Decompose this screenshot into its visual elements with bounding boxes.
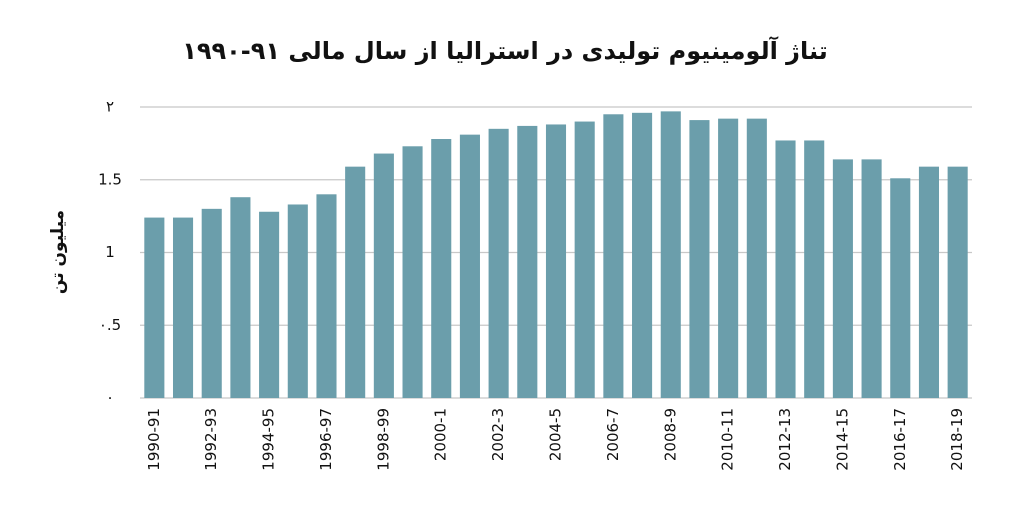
x-tick-label: 2000-1 [432,408,450,461]
x-tick-label: 2004-5 [547,408,565,461]
bar [832,159,853,398]
bar [316,194,337,398]
y-tick-label: 1.5 [98,170,122,188]
x-tick-label: 2008-9 [661,408,679,461]
x-tick-label: 2016-17 [891,408,909,471]
bar [890,178,911,398]
bar [718,118,739,398]
bar [431,139,452,398]
bar [172,217,194,398]
chart-title: تناژ آلومینیوم تولیدی در استرالیا از سال… [182,36,828,65]
x-tick-label: 2006-7 [604,408,622,461]
bar [689,120,710,398]
bar [947,166,968,398]
bar [259,211,280,398]
x-tick-label: 2018-19 [948,408,966,471]
bar [918,166,940,398]
x-tick-label: 2010-11 [719,408,737,471]
x-tick-label: 1998-99 [374,408,392,471]
y-tick-label: ۰ [106,389,114,407]
bar [804,140,825,398]
bar [373,153,394,398]
bar [574,121,595,399]
bar [345,166,366,398]
x-tick-label: 2014-15 [833,408,851,471]
x-tick-label: 1992-93 [202,408,220,471]
bar [144,217,165,398]
x-tick-label: 1994-95 [260,408,278,471]
y-axis-label: میلیون تن [48,210,68,294]
bar [488,128,509,398]
bar [603,114,624,399]
bar [545,124,567,399]
bar [861,159,882,398]
y-tick-label: 1 [105,243,115,261]
bar [517,125,538,398]
bar [746,118,767,398]
x-tick-label: 2012-13 [776,408,794,471]
y-tick-label: ۲ [106,98,114,116]
y-tick-label: ۰.5 [99,316,121,334]
bar [459,134,480,398]
bar [632,112,653,398]
bar [660,111,681,399]
bar [287,204,308,398]
bar [230,197,251,398]
x-tick-label: 1996-97 [317,408,335,471]
bar [775,140,796,398]
x-tick-label: 2002-3 [489,408,507,461]
bar [201,208,222,398]
bar [402,146,423,398]
x-tick-label: 1990-91 [145,408,163,471]
